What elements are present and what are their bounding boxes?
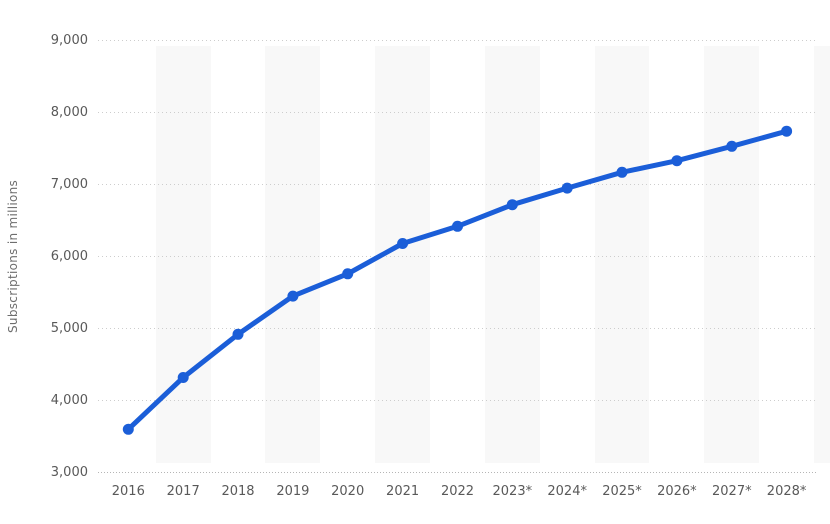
y-tick-label: 8,000 [50,104,88,120]
x-tick-label: 2018 [221,484,255,499]
x-tick-label: 2025* [602,484,642,499]
data-point[interactable] [397,238,409,249]
gridline [98,184,816,185]
y-tick-label: 9,000 [50,32,88,48]
data-line [125,128,790,432]
x-tick-label: 2019 [276,484,310,499]
data-point[interactable] [781,125,793,137]
column-band [484,46,540,463]
data-point[interactable] [177,372,189,383]
column-band [704,46,760,463]
data-point[interactable] [287,290,299,302]
y-tick-label: 7,000 [50,176,88,192]
y-tick-label: 6,000 [50,248,88,264]
data-point[interactable] [506,199,518,211]
data-point[interactable] [452,220,463,232]
x-tick-label: 2020 [331,484,365,499]
x-tick-label: 2026* [657,484,697,499]
x-tick-label: 2022 [440,484,475,499]
column-band [814,46,830,463]
column-band [594,46,650,463]
x-axis-line [98,472,816,473]
data-point[interactable] [671,155,683,167]
data-point[interactable] [122,423,134,435]
x-tick-label: 2016 [111,484,145,499]
data-point[interactable] [726,140,738,152]
gridline [98,112,816,113]
y-tick-label: 3,000 [50,464,88,480]
data-point[interactable] [561,182,573,194]
y-tick-label: 4,000 [50,392,88,408]
x-tick-label: 2024* [547,484,587,499]
x-tick-label: 2021 [386,484,420,499]
y-tick-label: 5,000 [50,320,88,336]
data-point[interactable] [232,328,244,340]
data-point[interactable] [616,166,628,178]
gridline [98,40,816,41]
x-tick-label: 2028* [766,484,807,499]
column-band [265,46,321,463]
gridline [98,400,816,401]
gridline [98,328,816,329]
x-tick-label: 2027* [712,484,752,499]
x-tick-label: 2023* [492,484,533,499]
x-tick-label: 2017 [166,484,200,499]
gridline [98,256,816,257]
data-point[interactable] [342,268,354,280]
